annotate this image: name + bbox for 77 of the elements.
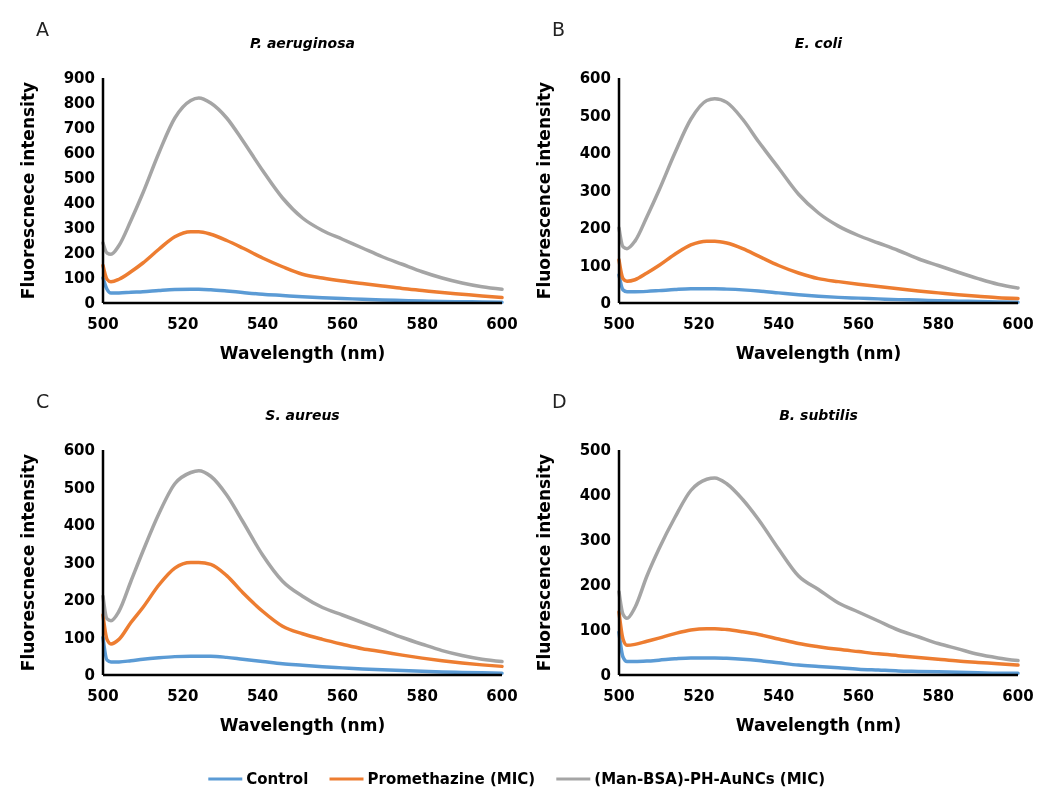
y-axis-title: Fluorescence intensity: [534, 453, 554, 672]
y-tick-label: 600: [63, 441, 95, 460]
legend-label: Control: [246, 770, 309, 789]
y-tick-label: 300: [579, 531, 611, 550]
y-tick-label: 300: [579, 181, 611, 200]
text: A: [36, 18, 49, 40]
y-tick-label: 500: [579, 106, 611, 125]
text: C: [36, 390, 50, 412]
y-tick-label: 100: [579, 621, 611, 640]
y-tick-label: 0: [84, 294, 95, 313]
line-series: [617, 476, 1020, 663]
x-tick-label: 520: [683, 315, 715, 333]
y-tick-label: 500: [63, 169, 95, 188]
chart-title: E. coli: [794, 35, 843, 51]
y-tick-label: 800: [63, 94, 95, 113]
y-tick-label: 200: [579, 576, 611, 595]
text: D: [552, 390, 567, 412]
x-tick-label: 560: [326, 687, 359, 705]
y-axis-title: Fluorescnece intensity: [18, 453, 38, 672]
x-tick-label: 520: [167, 687, 199, 705]
line-series: [101, 230, 504, 300]
legend-label: Promethazine (MIC): [367, 770, 536, 789]
y-tick-label: 0: [600, 294, 611, 313]
line-series: [617, 239, 1020, 301]
y-tick-label: 100: [579, 256, 611, 275]
y-tick-label: 900: [63, 69, 95, 88]
y-tick-label: 200: [63, 244, 95, 263]
y-tick-label: 400: [579, 144, 611, 163]
x-tick-label: 540: [762, 315, 795, 333]
chart-title: S. aureus: [265, 407, 340, 423]
y-axis-title: Fluorescnece intensity: [18, 81, 38, 300]
line-series: [101, 468, 504, 664]
x-tick-label: 580: [406, 687, 438, 705]
x-tick-label: 580: [922, 687, 954, 705]
x-tick-label: 560: [842, 687, 875, 705]
x-tick-label: 540: [246, 315, 279, 333]
line-series: [617, 610, 1020, 667]
x-tick-label: 580: [406, 315, 438, 333]
x-tick-label: 520: [683, 687, 715, 705]
line-series: [101, 96, 504, 291]
chart-title: B. subtilis: [779, 407, 858, 423]
x-tick-label: 600: [486, 315, 518, 333]
x-axis-title: Wavelength (nm): [735, 343, 902, 363]
y-tick-label: 0: [600, 666, 611, 685]
x-axis-title: Wavelength (nm): [735, 715, 902, 735]
x-tick-label: 540: [762, 687, 795, 705]
y-tick-label: 0: [84, 666, 95, 685]
y-tick-label: 600: [579, 69, 611, 88]
y-tick-label: 200: [63, 591, 95, 610]
x-tick-label: 560: [326, 315, 359, 333]
y-tick-label: 400: [63, 194, 95, 213]
text: B: [552, 18, 566, 40]
x-tick-label: 600: [1002, 687, 1034, 705]
line-series: [101, 560, 504, 669]
x-axis-title: Wavelength (nm): [219, 343, 386, 363]
y-tick-label: 700: [63, 119, 95, 138]
y-tick-label: 500: [579, 441, 611, 460]
x-tick-label: 600: [486, 687, 518, 705]
x-tick-label: 580: [922, 315, 954, 333]
x-tick-label: 560: [842, 315, 875, 333]
y-tick-label: 400: [579, 486, 611, 505]
y-tick-label: 200: [579, 219, 611, 238]
x-tick-label: 540: [246, 687, 279, 705]
legend-label: (Man-BSA)-PH-AuNCs (MIC): [594, 770, 826, 789]
y-tick-label: 100: [63, 628, 95, 647]
x-tick-label: 520: [167, 315, 199, 333]
y-tick-label: 300: [63, 553, 95, 572]
chart-title: P. aeruginosa: [250, 35, 355, 51]
x-tick-label: 600: [1002, 315, 1034, 333]
y-tick-label: 300: [63, 219, 95, 238]
y-tick-label: 600: [63, 144, 95, 163]
line-series: [617, 96, 1020, 290]
y-axis-title: Fluorescence intensity: [534, 81, 554, 300]
y-tick-label: 400: [63, 516, 95, 535]
x-axis-title: Wavelength (nm): [219, 715, 386, 735]
y-tick-label: 500: [63, 478, 95, 497]
y-tick-label: 100: [63, 269, 95, 288]
